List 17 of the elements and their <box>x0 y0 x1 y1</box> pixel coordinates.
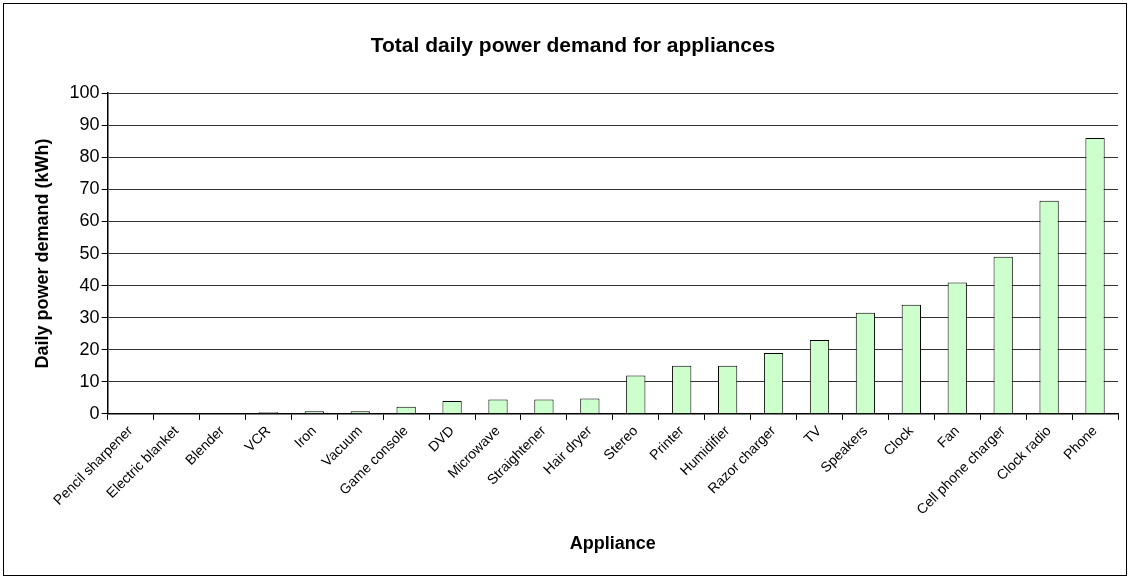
x-tick-label: TV <box>800 421 825 447</box>
y-axis-title: Daily power demand (kWh) <box>31 138 52 369</box>
y-tick-label: 40 <box>79 274 100 295</box>
y-tick-label: 90 <box>79 114 100 135</box>
y-tick-label: 60 <box>79 210 100 231</box>
x-axis-title: Appliance <box>569 533 656 554</box>
y-tick-label: 30 <box>79 306 100 327</box>
y-tick-label: 100 <box>69 82 100 103</box>
y-tick-label: 80 <box>79 146 100 167</box>
y-tick-label: 50 <box>79 242 100 263</box>
y-tick-label: 20 <box>79 338 100 359</box>
y-tick-label: 70 <box>79 178 100 199</box>
chart-title: Total daily power demand for appliances <box>370 33 776 57</box>
x-tick-label: Fan <box>933 422 963 451</box>
x-tick-label: Iron <box>290 422 320 451</box>
y-tick-label: 10 <box>79 370 100 391</box>
y-tick-label: 0 <box>89 402 100 423</box>
